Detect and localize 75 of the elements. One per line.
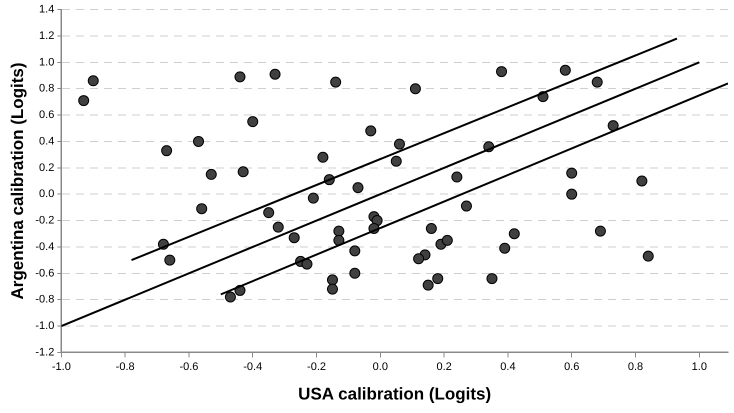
point <box>442 234 453 246</box>
y-tick-label: -0.6 <box>35 267 54 280</box>
point <box>326 284 338 295</box>
point <box>263 207 274 218</box>
point <box>365 125 376 136</box>
point <box>196 203 208 214</box>
point <box>496 66 508 78</box>
point <box>247 116 258 128</box>
point <box>566 168 578 179</box>
point <box>608 120 619 132</box>
y-tick-label: 1.0 <box>39 56 54 68</box>
point <box>238 166 249 178</box>
point <box>636 176 648 186</box>
point <box>224 292 236 303</box>
point <box>560 64 571 76</box>
point <box>390 156 402 167</box>
point <box>508 228 520 240</box>
point <box>301 258 312 270</box>
point <box>499 242 510 254</box>
point <box>352 182 364 194</box>
point <box>592 76 603 88</box>
point <box>270 68 281 80</box>
x-tick-label: -0.6 <box>179 361 198 374</box>
point <box>308 192 319 204</box>
y-tick-label: 1.4 <box>39 4 54 16</box>
x-tick-label: 1.0 <box>692 361 707 374</box>
point <box>642 250 654 262</box>
point <box>413 253 424 264</box>
y-tick-label: 1.2 <box>39 30 54 42</box>
point <box>193 136 204 147</box>
y-tick-label: 0.6 <box>39 109 54 122</box>
x-tick-label: -0.8 <box>116 361 135 374</box>
x-tick-label: -1.0 <box>52 361 71 374</box>
y-axis-title: Argentina calibration (Logits) <box>8 62 27 300</box>
point <box>234 71 246 82</box>
x-tick-label: 0.4 <box>500 361 516 374</box>
x-tick-label: 0.8 <box>628 361 644 374</box>
y-tick-label: -0.8 <box>35 294 54 306</box>
x-tick-label: 0.0 <box>372 361 388 374</box>
point <box>78 95 90 106</box>
point <box>394 138 405 150</box>
point <box>326 274 338 286</box>
point <box>451 172 462 183</box>
y-tick-label: 0.2 <box>39 162 54 174</box>
point <box>349 245 360 256</box>
point <box>426 222 437 234</box>
point <box>422 280 434 291</box>
x-tick-label: -0.4 <box>243 361 262 374</box>
x-tick-label: 0.2 <box>436 361 452 374</box>
point <box>88 75 99 86</box>
x-axis-title: USA calibration (Logits) <box>298 384 492 404</box>
y-tick-label: -1.2 <box>35 346 54 358</box>
point <box>460 200 472 212</box>
point <box>594 226 606 237</box>
y-tick-label: 0.4 <box>39 135 54 148</box>
x-tick-label: -0.2 <box>307 361 326 374</box>
point <box>272 222 284 233</box>
point <box>206 168 217 180</box>
y-tick-label: -1.0 <box>35 320 54 332</box>
point <box>330 76 342 88</box>
point <box>410 83 421 94</box>
point <box>333 226 344 237</box>
point <box>161 145 172 156</box>
point <box>349 268 360 279</box>
point <box>288 232 300 244</box>
point <box>164 254 176 266</box>
point <box>486 273 498 284</box>
point <box>432 273 444 284</box>
point <box>566 188 578 200</box>
y-tick-label: 0.0 <box>39 188 54 200</box>
x-tick-label: 0.6 <box>564 361 580 374</box>
y-tick-label: -0.4 <box>35 240 54 253</box>
point <box>317 152 328 163</box>
y-tick-label: 0.8 <box>39 82 54 95</box>
y-tick-label: -0.2 <box>35 214 54 227</box>
